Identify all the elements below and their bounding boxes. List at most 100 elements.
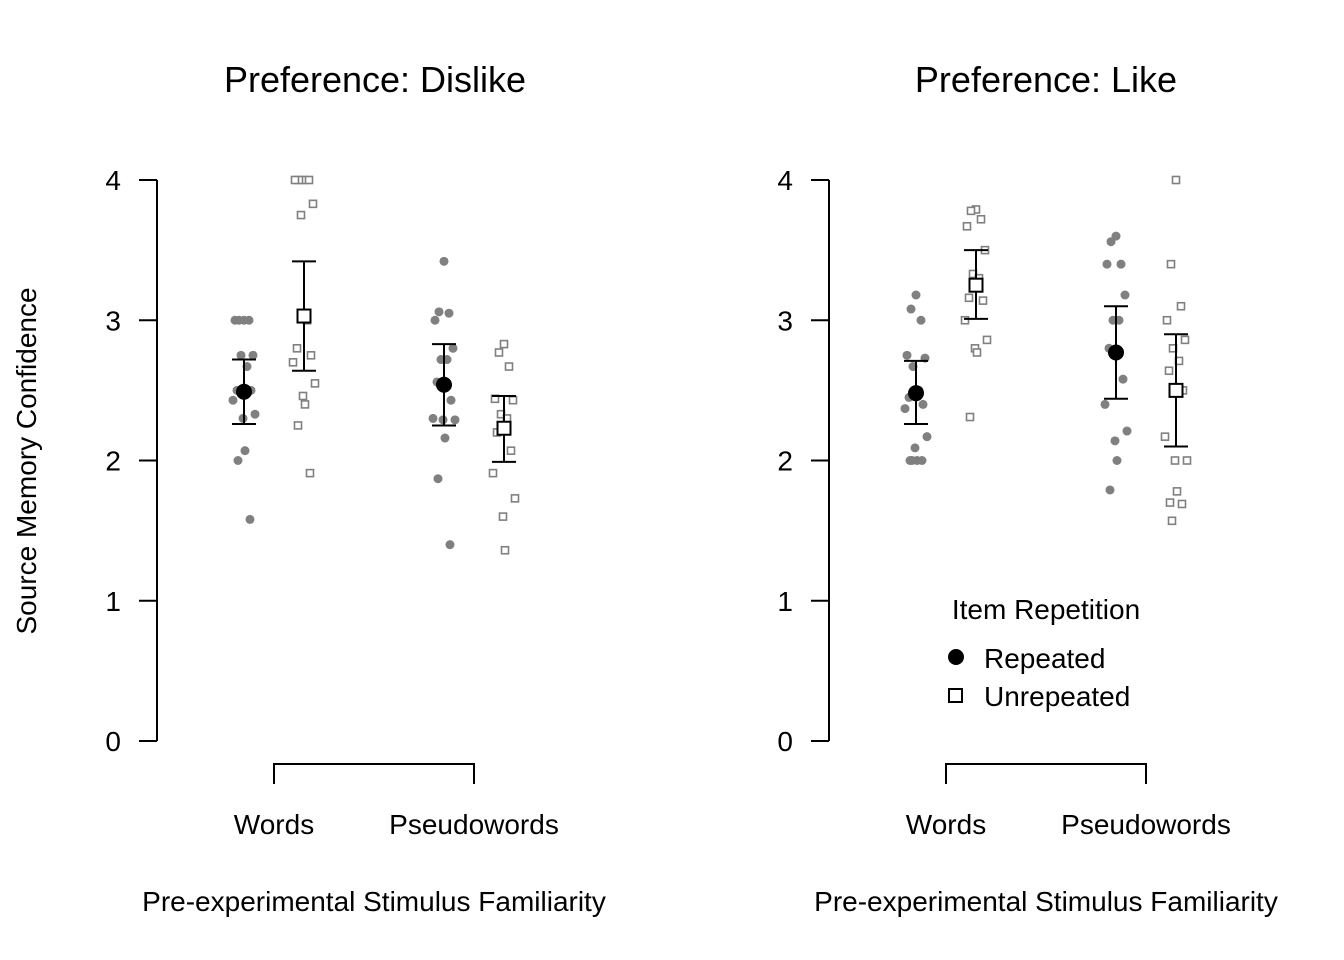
- raw-point-repeated: [233, 456, 243, 465]
- raw-point-repeated: [446, 395, 456, 405]
- raw-point-repeated: [450, 415, 460, 425]
- y-tick-label: 1: [777, 586, 793, 617]
- raw-point-repeated: [1100, 399, 1110, 409]
- raw-point-repeated: [1116, 259, 1126, 269]
- raw-point-repeated: [1102, 259, 1112, 269]
- raw-point-repeated: [445, 540, 455, 550]
- raw-point-unrepeated: [1182, 456, 1192, 465]
- raw-point-unrepeated: [290, 175, 300, 185]
- raw-point-unrepeated: [304, 175, 314, 185]
- raw-point-repeated: [1106, 237, 1116, 247]
- y-tick-label: 3: [777, 305, 793, 336]
- raw-point-repeated: [230, 315, 240, 325]
- raw-point-repeated: [918, 399, 928, 409]
- raw-point-repeated: [911, 290, 921, 300]
- raw-point-unrepeated: [293, 421, 303, 430]
- raw-point-unrepeated: [1172, 487, 1182, 496]
- raw-point-unrepeated: [972, 348, 982, 357]
- x-tick-label: Words: [906, 809, 986, 840]
- y-tick-label: 4: [777, 165, 793, 196]
- mean-point-repeated: [908, 385, 924, 402]
- y-tick-label: 0: [105, 726, 121, 757]
- raw-point-repeated: [917, 456, 927, 465]
- raw-point-unrepeated: [982, 335, 992, 345]
- mean-point-unrepeated: [296, 308, 312, 324]
- raw-point-repeated: [250, 409, 260, 419]
- panel-marks: 0 1 2 3 4 Words Pseudowords: [777, 165, 1230, 840]
- raw-point-unrepeated: [498, 512, 508, 521]
- raw-point-unrepeated: [965, 412, 975, 422]
- raw-point-repeated: [428, 413, 438, 423]
- raw-point-unrepeated: [499, 339, 509, 349]
- raw-point-unrepeated: [978, 296, 988, 305]
- raw-point-repeated: [1112, 456, 1122, 465]
- y-tick-label: 1: [105, 586, 121, 617]
- raw-point-repeated: [240, 446, 250, 456]
- mean-point-unrepeated: [968, 277, 984, 293]
- raw-point-repeated: [902, 350, 912, 360]
- raw-point-repeated: [440, 433, 450, 443]
- raw-point-unrepeated: [1164, 366, 1174, 376]
- mean-point-unrepeated: [496, 420, 512, 436]
- y-tick-label: 3: [105, 305, 121, 336]
- raw-point-unrepeated: [506, 446, 516, 455]
- mean-point-repeated: [436, 376, 452, 393]
- raw-point-unrepeated: [1171, 175, 1181, 185]
- raw-point-repeated: [236, 350, 246, 360]
- raw-point-repeated: [900, 404, 910, 414]
- raw-point-repeated: [1122, 426, 1132, 436]
- x-axis-label: Pre-experimental Stimulus Familiarity: [814, 886, 1278, 917]
- legend-label-repeated: Repeated: [984, 643, 1105, 674]
- y-axis-label: Source Memory Confidence: [11, 287, 42, 634]
- raw-point-unrepeated: [1180, 335, 1190, 345]
- x-axis-bracket: [945, 763, 1147, 784]
- raw-point-repeated: [245, 514, 255, 524]
- raw-point-unrepeated: [1162, 315, 1172, 325]
- raw-point-unrepeated: [292, 343, 302, 353]
- raw-point-unrepeated: [305, 468, 315, 478]
- x-axis-label: Pre-experimental Stimulus Familiarity: [142, 886, 606, 917]
- raw-point-repeated: [1118, 374, 1128, 384]
- raw-point-unrepeated: [296, 210, 306, 220]
- raw-point-unrepeated: [1165, 498, 1175, 507]
- raw-point-repeated: [906, 304, 916, 314]
- legend-label-unrepeated: Unrepeated: [984, 681, 1130, 712]
- raw-point-unrepeated: [310, 379, 320, 388]
- x-tick-label: Pseudowords: [1061, 809, 1231, 840]
- raw-point-repeated: [444, 308, 454, 318]
- raw-point-repeated: [922, 432, 932, 442]
- raw-point-unrepeated: [508, 395, 518, 405]
- raw-point-unrepeated: [1166, 259, 1176, 269]
- legend-marker-unrepeated: [948, 688, 963, 703]
- raw-point-unrepeated: [1160, 432, 1170, 441]
- raw-point-unrepeated: [976, 214, 986, 224]
- raw-point-unrepeated: [1176, 301, 1186, 311]
- raw-point-unrepeated: [1170, 456, 1180, 465]
- raw-point-unrepeated: [962, 221, 972, 231]
- legend-title: Item Repetition: [952, 594, 1140, 625]
- raw-point-unrepeated: [298, 391, 308, 401]
- raw-point-repeated: [1105, 485, 1115, 495]
- panel-like: Preference: Like Pre-experimental Stimul…: [777, 59, 1277, 917]
- raw-point-unrepeated: [504, 362, 514, 371]
- y-tick-label: 2: [105, 446, 121, 477]
- raw-point-unrepeated: [500, 545, 510, 555]
- raw-point-unrepeated: [300, 400, 310, 409]
- y-tick-label: 0: [777, 726, 793, 757]
- raw-point-unrepeated: [494, 348, 504, 357]
- mean-point-unrepeated: [1168, 382, 1184, 398]
- raw-point-unrepeated: [306, 351, 316, 360]
- raw-point-repeated: [448, 343, 458, 353]
- raw-point-repeated: [244, 315, 254, 325]
- raw-point-repeated: [1120, 290, 1130, 300]
- y-tick-label: 2: [777, 446, 793, 477]
- x-tick-label: Words: [234, 809, 314, 840]
- panel-dislike: Preference: Dislike Source Memory Confid…: [11, 59, 606, 917]
- raw-point-unrepeated: [1167, 516, 1177, 526]
- raw-point-unrepeated: [964, 293, 974, 303]
- raw-point-unrepeated: [1177, 499, 1187, 509]
- raw-point-repeated: [910, 443, 920, 453]
- x-axis-bracket: [273, 763, 475, 784]
- raw-point-unrepeated: [488, 468, 498, 478]
